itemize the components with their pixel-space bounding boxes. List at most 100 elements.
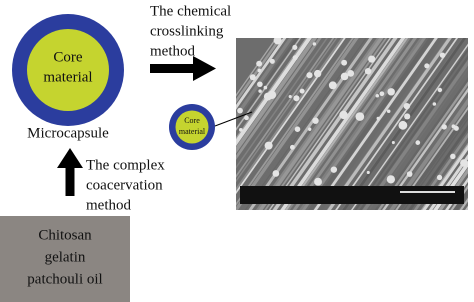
particle — [436, 174, 443, 181]
particle — [328, 81, 337, 90]
particle — [403, 102, 411, 110]
texture — [236, 38, 302, 131]
particle — [312, 117, 319, 124]
particle — [376, 116, 380, 121]
particle — [256, 60, 263, 67]
particle — [330, 166, 338, 173]
core-label: Core — [53, 49, 83, 65]
arrow — [65, 166, 75, 196]
texture — [433, 160, 468, 210]
arrow — [150, 64, 195, 73]
texture — [272, 38, 398, 210]
particle — [364, 67, 372, 75]
particle — [386, 109, 391, 114]
texture — [236, 38, 287, 110]
particle — [264, 141, 273, 150]
texture — [236, 38, 294, 120]
texture — [292, 38, 418, 210]
texture — [402, 117, 468, 210]
particle — [289, 144, 295, 150]
particle — [269, 58, 275, 64]
particle — [439, 52, 446, 58]
texture — [362, 59, 468, 210]
texture — [422, 144, 468, 210]
texture — [408, 124, 468, 210]
particle — [293, 95, 300, 102]
crosslinking-label: The chemical — [150, 3, 231, 19]
texture — [326, 38, 449, 210]
texture — [244, 38, 367, 210]
texture — [313, 38, 438, 210]
particle — [258, 89, 262, 93]
sem-image — [236, 30, 474, 215]
materials-box — [0, 216, 130, 302]
particle — [366, 170, 370, 175]
texture — [470, 30, 474, 215]
particle — [340, 72, 349, 81]
particle — [244, 115, 249, 121]
texture — [284, 38, 409, 210]
particle — [450, 153, 456, 160]
particle — [404, 113, 411, 120]
texture — [236, 38, 299, 127]
particle — [273, 38, 282, 45]
crosslinking-label: crosslinking — [150, 23, 224, 39]
texture — [301, 38, 427, 210]
particle — [267, 90, 277, 100]
particle — [432, 102, 437, 106]
particle — [386, 175, 395, 184]
particle — [451, 124, 456, 129]
texture — [307, 38, 434, 210]
particle — [347, 69, 355, 77]
texture — [236, 38, 328, 169]
texture — [236, 38, 344, 192]
pointer-line — [214, 111, 253, 127]
particle — [441, 124, 447, 130]
texture — [318, 38, 444, 210]
material: patchouli oil — [27, 271, 102, 287]
texture — [236, 38, 308, 140]
particle — [249, 74, 256, 81]
particle — [387, 88, 395, 96]
texture — [395, 106, 468, 210]
texture — [236, 38, 338, 183]
texture — [438, 167, 468, 210]
particle — [306, 72, 313, 79]
particle — [415, 140, 421, 145]
texture — [420, 142, 468, 210]
particle — [375, 93, 380, 98]
particle — [313, 69, 322, 78]
crosslinking-label: method — [150, 43, 195, 59]
texture — [236, 38, 318, 154]
texture — [280, 38, 406, 210]
texture — [368, 68, 468, 210]
microcapsule-label: Microcapsule — [27, 125, 109, 141]
texture — [258, 38, 384, 210]
texture — [389, 97, 468, 210]
texture — [359, 55, 468, 210]
texture — [350, 43, 468, 210]
texture — [236, 38, 312, 147]
small-core-label: material — [179, 127, 206, 136]
arrow — [193, 56, 216, 81]
particle — [460, 159, 468, 167]
coacervation-label: The complex — [86, 157, 165, 173]
particle — [299, 88, 305, 94]
particle — [292, 55, 298, 61]
coacervation-label: method — [86, 197, 131, 213]
texture — [413, 132, 468, 210]
coacervation-label: coacervation — [86, 177, 163, 193]
texture — [335, 38, 459, 210]
particle — [398, 120, 408, 130]
particle — [437, 87, 443, 93]
particle — [239, 128, 243, 132]
small-capsule-core — [175, 110, 209, 144]
texture — [374, 77, 468, 210]
texture — [377, 81, 468, 210]
arrow — [57, 148, 83, 168]
particle — [312, 42, 317, 46]
texture — [236, 38, 335, 178]
particle — [341, 59, 348, 66]
particle — [368, 55, 376, 63]
texture — [255, 38, 380, 210]
